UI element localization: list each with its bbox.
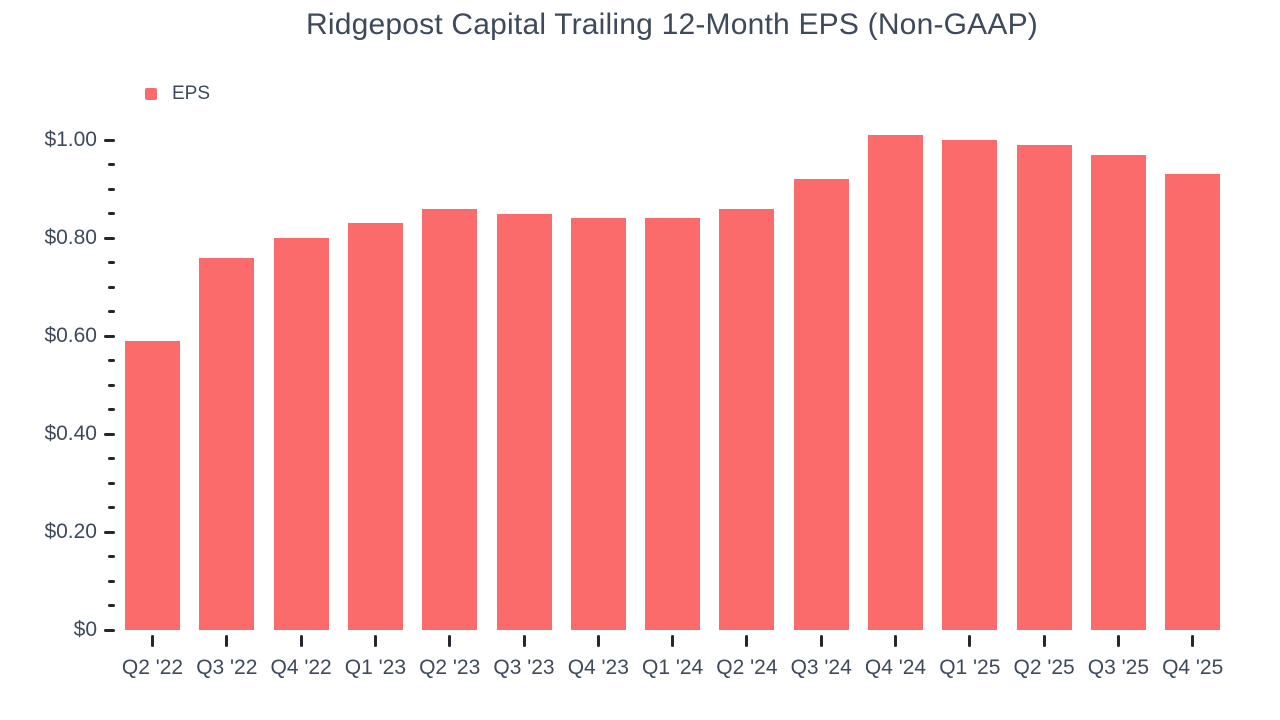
chart-title: Ridgepost Capital Trailing 12-Month EPS … bbox=[306, 8, 1038, 41]
x-axis-tick bbox=[819, 635, 823, 647]
x-axis-label: Q1 '24 bbox=[641, 656, 704, 679]
x-axis-label: Q1 '23 bbox=[344, 656, 406, 679]
x-axis-tick bbox=[299, 635, 303, 647]
x-axis-label: Q4 '24 bbox=[864, 656, 927, 679]
x-axis-tick bbox=[1116, 635, 1120, 647]
x-axis-label: Q4 '23 bbox=[567, 656, 629, 679]
y-axis-minor-tick bbox=[108, 555, 115, 558]
bar[interactable] bbox=[125, 340, 180, 630]
x-axis-label: Q3 '22 bbox=[196, 656, 258, 679]
x-axis-tick bbox=[596, 635, 600, 647]
y-axis-minor-tick bbox=[108, 359, 115, 362]
x-axis-tick bbox=[671, 635, 675, 647]
bar[interactable] bbox=[347, 223, 403, 630]
x-axis-tick bbox=[1191, 635, 1195, 647]
x-axis-tick bbox=[745, 635, 749, 647]
y-axis-major-tick bbox=[104, 236, 115, 240]
y-axis-minor-tick bbox=[108, 457, 115, 460]
y-axis-label: $0.20 bbox=[44, 520, 97, 543]
y-axis-label: $0 bbox=[73, 618, 97, 641]
y-axis-minor-tick bbox=[108, 187, 115, 191]
x-axis-tick bbox=[225, 635, 229, 647]
bar[interactable] bbox=[570, 218, 626, 630]
y-axis-minor-tick bbox=[108, 604, 115, 607]
legend[interactable]: EPS bbox=[145, 83, 210, 105]
bar[interactable] bbox=[273, 238, 329, 630]
x-axis-tick bbox=[1042, 635, 1046, 647]
bar[interactable] bbox=[719, 208, 775, 630]
y-axis-minor-tick bbox=[108, 310, 115, 313]
x-axis-tick bbox=[151, 635, 154, 647]
legend-label-eps: EPS bbox=[172, 83, 211, 104]
x-axis-tick bbox=[373, 635, 377, 647]
y-axis-major-tick bbox=[104, 432, 115, 436]
x-axis-label: Q3 '24 bbox=[790, 656, 852, 679]
x-axis-label: Q1 '25 bbox=[939, 656, 1001, 679]
y-axis-minor-tick bbox=[108, 285, 115, 289]
legend-swatch-eps bbox=[145, 88, 157, 100]
x-axis-label: Q2 '25 bbox=[1013, 656, 1075, 679]
y-axis-major-tick bbox=[104, 530, 115, 534]
x-axis-tick bbox=[968, 635, 972, 647]
y-axis-minor-tick bbox=[108, 261, 115, 264]
x-axis-label: Q2 '22 bbox=[121, 656, 184, 679]
x-axis-label: Q2 '23 bbox=[419, 656, 481, 679]
y-axis-minor-tick bbox=[108, 481, 115, 485]
y-axis-minor-tick bbox=[108, 408, 115, 411]
y-axis-minor-tick bbox=[108, 163, 115, 166]
y-axis-major-tick bbox=[104, 138, 115, 142]
bar[interactable] bbox=[868, 135, 923, 630]
x-axis-label: Q2 '24 bbox=[716, 656, 778, 679]
x-axis-tick bbox=[522, 635, 526, 647]
y-axis-minor-tick bbox=[108, 383, 115, 387]
y-axis-label: $0.80 bbox=[44, 226, 97, 249]
y-axis-major-tick bbox=[104, 628, 115, 632]
bar[interactable] bbox=[1165, 174, 1221, 630]
x-axis-label: Q4 '25 bbox=[1162, 656, 1224, 679]
bar[interactable] bbox=[793, 179, 849, 630]
y-axis-label: $0.60 bbox=[44, 324, 97, 347]
bar[interactable] bbox=[1016, 144, 1072, 630]
bar[interactable] bbox=[645, 218, 701, 630]
x-axis-tick bbox=[448, 635, 452, 647]
bar[interactable] bbox=[942, 140, 998, 630]
bar[interactable] bbox=[496, 213, 552, 630]
bar[interactable] bbox=[422, 208, 478, 630]
y-axis-label: $1.00 bbox=[44, 128, 97, 151]
y-axis-minor-tick bbox=[108, 579, 115, 583]
y-axis-minor-tick bbox=[108, 212, 115, 215]
bar[interactable] bbox=[199, 257, 255, 630]
x-axis-label: Q3 '25 bbox=[1087, 656, 1149, 679]
bar[interactable] bbox=[1090, 154, 1146, 630]
y-axis-label: $0.40 bbox=[44, 422, 97, 445]
y-axis-minor-tick bbox=[108, 506, 115, 509]
x-axis-label: Q4 '22 bbox=[270, 656, 332, 679]
y-axis-major-tick bbox=[104, 334, 115, 338]
x-axis-tick bbox=[894, 635, 897, 647]
x-axis-label: Q3 '23 bbox=[493, 656, 555, 679]
